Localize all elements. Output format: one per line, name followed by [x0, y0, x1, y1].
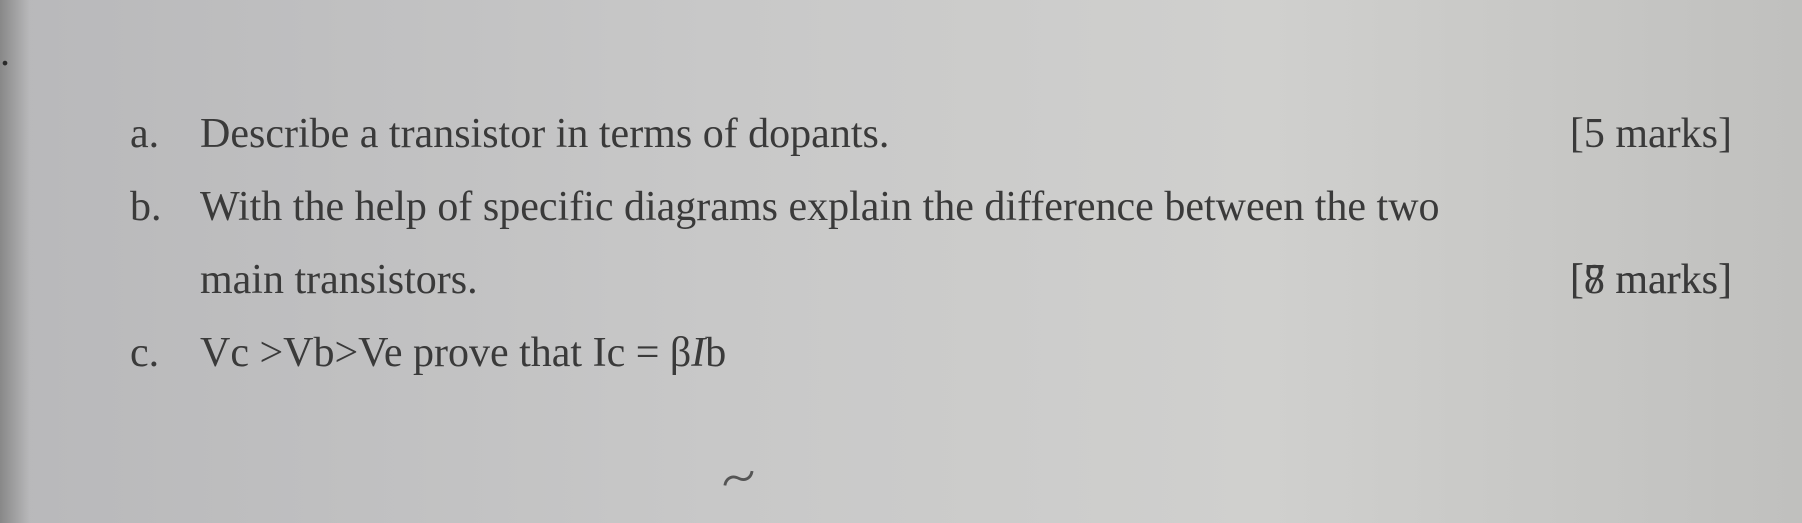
- item-b-row1: b. With the help of specific diagrams ex…: [130, 178, 1732, 237]
- item-a-label: a.: [130, 105, 200, 164]
- item-a-row: a. Describe a transistor in terms of dop…: [130, 105, 1732, 164]
- page-edge-shadow: [0, 0, 30, 523]
- item-b-row2: main transistors. [8 marks]: [130, 251, 1732, 310]
- question-content: a. Describe a transistor in terms of dop…: [130, 105, 1732, 397]
- item-c-text-italic: I: [691, 330, 705, 376]
- item-c-text-row: c. Vc >Vb>Ve prove that Ic = βIb: [130, 324, 1732, 383]
- item-a-text: Describe a transistor in terms of dopant…: [200, 105, 1540, 164]
- item-c-text: Vc >Vb>Ve prove that Ic = βIb: [200, 324, 1732, 383]
- item-c-label: c.: [130, 324, 200, 383]
- item-b-text-line1: With the help of specific diagrams expla…: [200, 178, 1732, 237]
- item-c-text-main: Vc >Vb>Ve prove that Ic = β: [200, 330, 691, 376]
- item-c-text-sub: b: [705, 330, 726, 376]
- question-number: .: [0, 28, 10, 75]
- item-b-label: b.: [130, 178, 200, 237]
- item-b-text-line2: main transistors.: [200, 251, 1540, 310]
- item-a-marks: [5 marks]: [1570, 105, 1732, 164]
- item-c-marks: [7 marks]: [1570, 251, 1732, 310]
- paper-curl-mark: 〜: [712, 446, 764, 507]
